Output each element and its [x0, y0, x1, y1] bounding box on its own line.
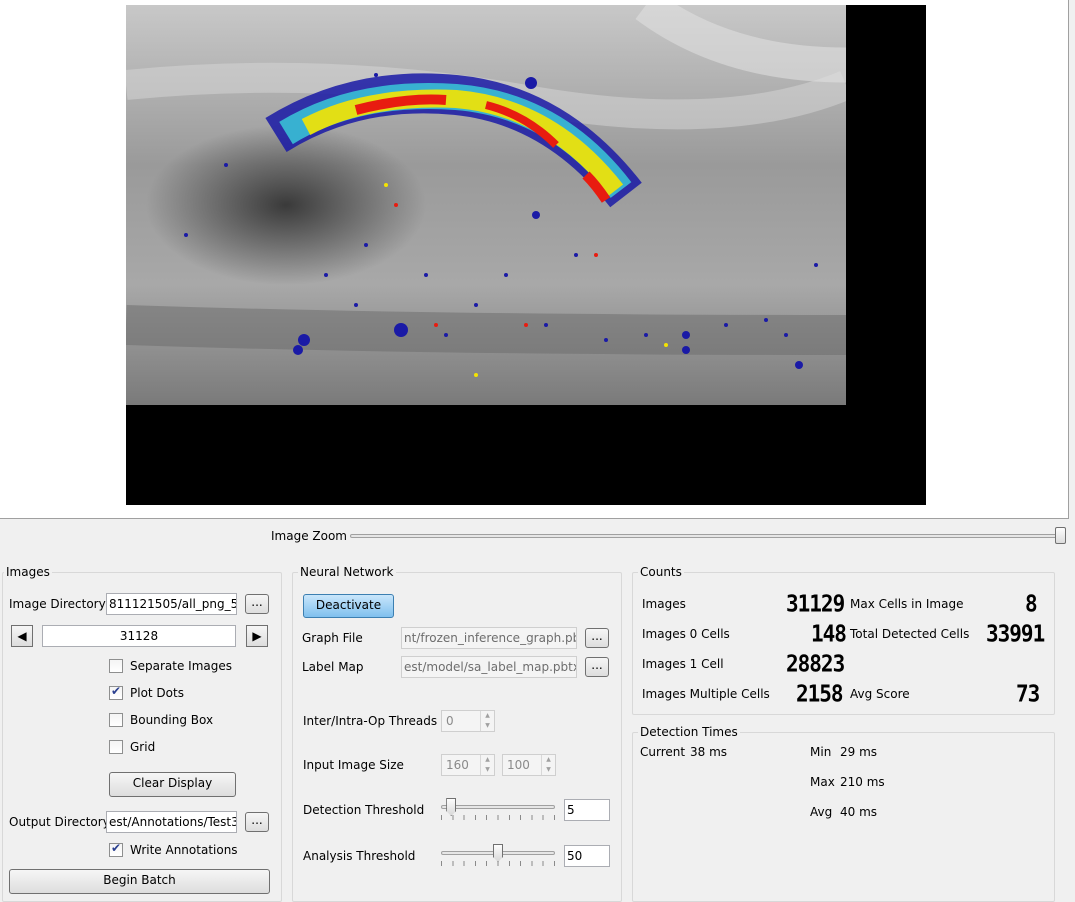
begin-batch-button[interactable]: Begin Batch: [9, 869, 270, 894]
detection-threshold-ticks: [441, 815, 555, 820]
image-directory-label: Image Directory: [9, 597, 106, 611]
image-zoom-slider-handle[interactable]: [1055, 527, 1066, 544]
image-directory-browse-button[interactable]: ...: [245, 594, 269, 614]
input-height-spinbox[interactable]: 100 ▲ ▼: [502, 754, 556, 776]
label-map-label: Label Map: [302, 660, 364, 674]
detection-threshold-field[interactable]: 5: [564, 799, 610, 821]
clear-display-button[interactable]: Clear Display: [109, 772, 236, 797]
label-map-browse-button[interactable]: ...: [585, 657, 609, 677]
plot-dots-checkbox[interactable]: [109, 684, 123, 700]
write-annotations-label: Write Annotations: [130, 843, 238, 857]
graph-file-label: Graph File: [302, 631, 363, 645]
input-height-value: 100: [507, 758, 530, 772]
detection-times-group-title: Detection Times: [638, 725, 740, 739]
analysis-threshold-field[interactable]: 50: [564, 845, 610, 867]
images-group-title: Images: [4, 565, 52, 579]
spin-arrows-icon[interactable]: ▲ ▼: [480, 755, 494, 775]
bounding-box-label: Bounding Box: [130, 713, 214, 727]
multiple-cells-display: 2158: [796, 680, 844, 708]
left-triangle-icon: ◀: [17, 629, 27, 643]
previous-image-button[interactable]: ◀: [11, 625, 33, 647]
label-map-field[interactable]: est/model/sa_label_map.pbtxt: [401, 656, 577, 678]
min-time-value: 29 ms: [840, 745, 878, 759]
input-width-value: 160: [446, 758, 469, 772]
avg-score-label: Avg Score: [850, 687, 910, 701]
threads-label: Inter/Intra-Op Threads: [303, 714, 438, 728]
spin-arrows-icon[interactable]: ▲ ▼: [480, 711, 494, 731]
neural-network-group-title: Neural Network: [298, 565, 396, 579]
current-time-label: Current: [640, 745, 686, 759]
total-detected-display: 33991: [986, 620, 1045, 648]
deactivate-button[interactable]: Deactivate: [303, 594, 394, 618]
max-time-value: 210 ms: [840, 775, 885, 789]
separate-images-label: Separate Images: [130, 659, 232, 673]
multiple-cells-label: Images Multiple Cells: [642, 687, 770, 701]
graph-file-browse-button[interactable]: ...: [585, 628, 609, 648]
zero-cells-display: 148: [811, 620, 847, 648]
spin-arrows-icon[interactable]: ▲ ▼: [541, 755, 555, 775]
image-zoom-slider[interactable]: [350, 534, 1065, 538]
avg-time-label: Avg: [810, 805, 833, 819]
analysis-threshold-ticks: [441, 861, 555, 866]
max-cells-display: 8: [1025, 590, 1038, 618]
analysis-threshold-label: Analysis Threshold: [303, 849, 416, 863]
image-zoom-label: Image Zoom: [271, 529, 347, 543]
image-viewport[interactable]: [0, 0, 1069, 519]
graph-file-field[interactable]: nt/frozen_inference_graph.pb: [401, 627, 577, 649]
one-cell-label: Images 1 Cell: [642, 657, 724, 671]
avg-score-display: 73: [1016, 680, 1040, 708]
one-cell-display: 28823: [786, 650, 845, 678]
total-detected-label: Total Detected Cells: [850, 627, 970, 641]
input-image-size-label: Input Image Size: [303, 758, 404, 772]
detection-threshold-slider[interactable]: [441, 805, 555, 809]
avg-time-value: 40 ms: [840, 805, 878, 819]
max-time-label: Max: [810, 775, 835, 789]
grid-label: Grid: [130, 740, 156, 754]
grid-checkbox[interactable]: [109, 740, 123, 754]
max-cells-label: Max Cells in Image: [850, 597, 964, 611]
images-count-display: 31129: [786, 590, 845, 618]
plot-dots-label: Plot Dots: [130, 686, 184, 700]
input-width-spinbox[interactable]: 160 ▲ ▼: [441, 754, 495, 776]
threads-value: 0: [446, 714, 454, 728]
microscopy-image: [126, 5, 926, 505]
image-directory-field[interactable]: 811121505/all_png_5: [106, 593, 237, 615]
min-time-label: Min: [810, 745, 832, 759]
separate-images-checkbox[interactable]: [109, 659, 123, 673]
output-directory-field[interactable]: est/Annotations/Test3: [106, 811, 237, 833]
threads-spinbox[interactable]: 0 ▲ ▼: [441, 710, 495, 732]
images-count-label: Images: [642, 597, 686, 611]
bounding-box-checkbox[interactable]: [109, 713, 123, 727]
zero-cells-label: Images 0 Cells: [642, 627, 730, 641]
image-index-field[interactable]: 31128: [42, 625, 236, 647]
next-image-button[interactable]: ▶: [246, 625, 268, 647]
microscopy-image-canvas: [126, 5, 926, 505]
detection-threshold-label: Detection Threshold: [303, 803, 425, 817]
output-directory-browse-button[interactable]: ...: [245, 812, 269, 832]
counts-group: [632, 572, 1055, 715]
right-triangle-icon: ▶: [252, 629, 262, 643]
counts-group-title: Counts: [638, 565, 684, 579]
write-annotations-checkbox[interactable]: [109, 841, 123, 857]
current-time-value: 38 ms: [690, 745, 728, 759]
output-directory-label: Output Directory: [9, 815, 110, 829]
